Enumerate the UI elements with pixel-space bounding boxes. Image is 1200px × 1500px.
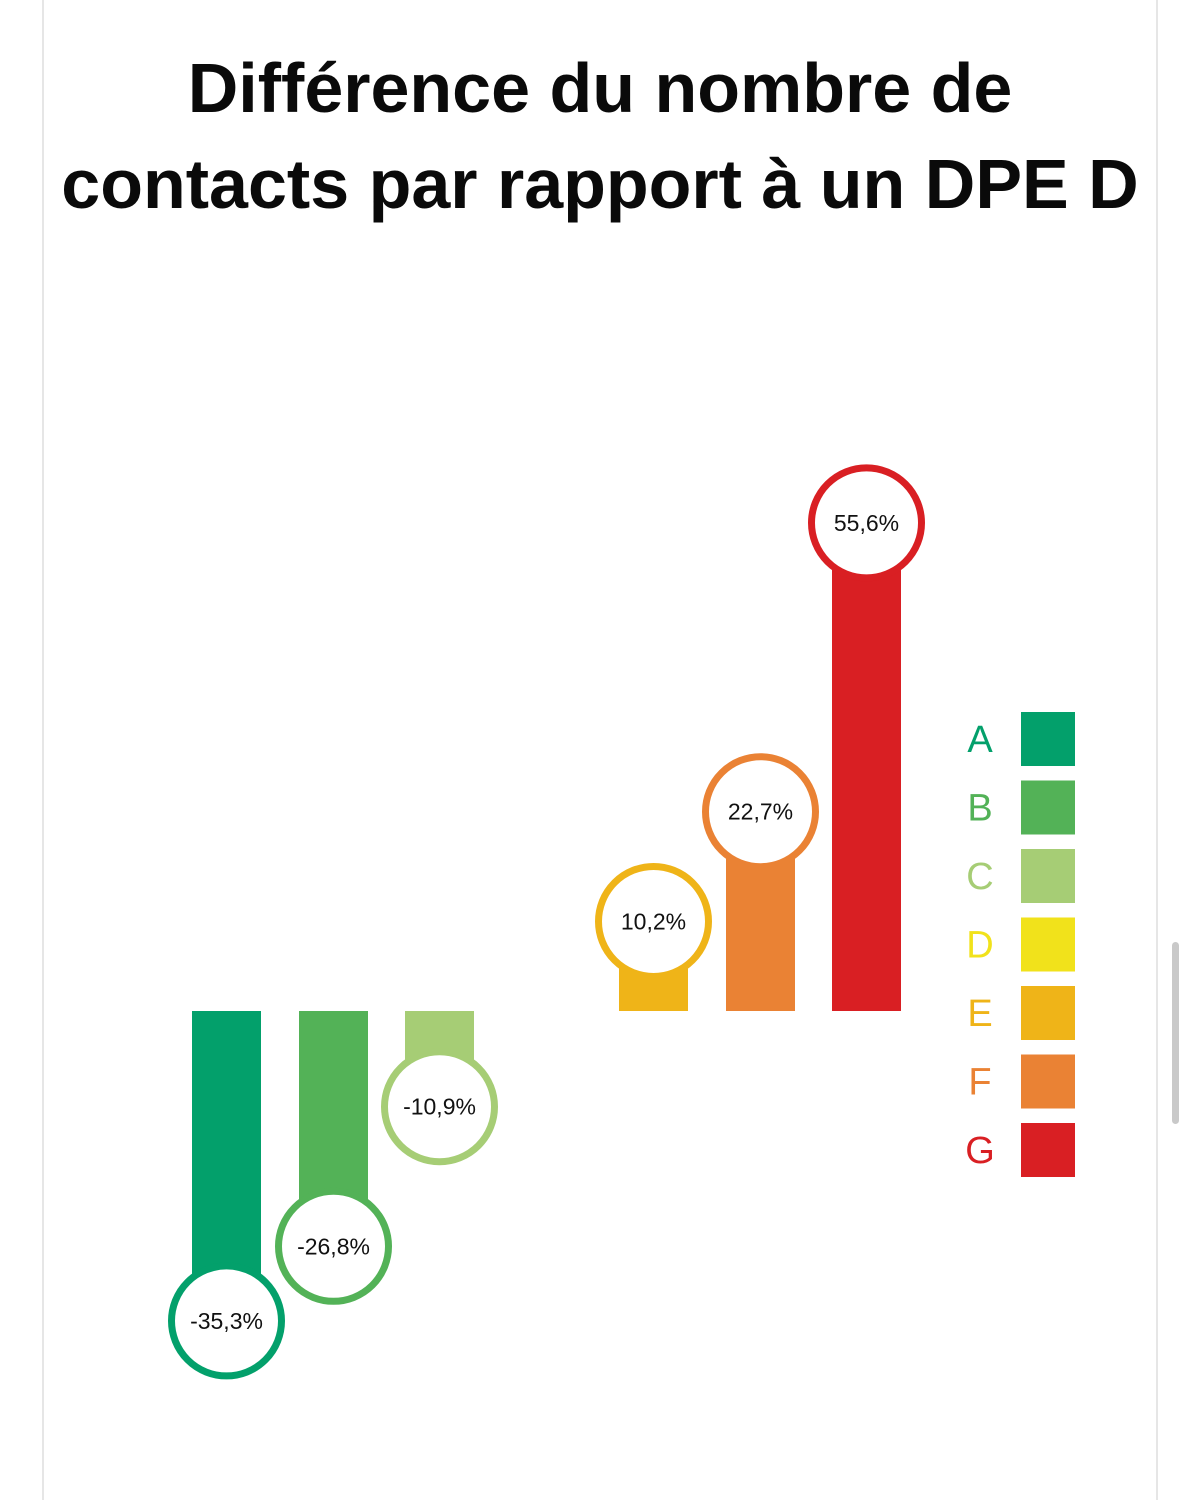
bar-end-circle-c: [381, 1048, 498, 1166]
bar-end-circle-b: [275, 1187, 392, 1305]
page-border-right: [1156, 0, 1158, 1500]
data-label-c: -10,9%: [403, 1094, 476, 1120]
legend-label-c: C: [966, 856, 993, 898]
legend-swatch-e: [1021, 986, 1075, 1040]
legend-label-d: D: [966, 925, 993, 967]
legend-swatch-c: [1021, 849, 1075, 903]
bar-end-circle-f: [702, 753, 819, 871]
bar-end-circle-a: [168, 1262, 285, 1380]
legend-label-b: B: [967, 788, 992, 830]
legend-label-a: A: [967, 719, 993, 761]
legend-label-f: F: [968, 1062, 991, 1104]
bar-end-circle-g: [808, 464, 925, 582]
data-label-a: -35,3%: [190, 1308, 263, 1334]
data-label-e: 10,2%: [621, 908, 686, 934]
chart-title: Différence du nombre de contacts par rap…: [61, 49, 1139, 223]
legend-swatch-a: [1021, 712, 1075, 766]
legend-swatch-f: [1021, 1054, 1075, 1109]
legend-swatch-d: [1021, 917, 1075, 972]
bar-g: [832, 522, 901, 1011]
scrollbar[interactable]: [1172, 942, 1179, 1124]
legend-label-e: E: [967, 993, 992, 1035]
legend-label-g: G: [965, 1130, 995, 1172]
data-label-b: -26,8%: [297, 1233, 370, 1259]
data-label-f: 22,7%: [728, 799, 793, 825]
page-border-left: [42, 0, 44, 1500]
legend-swatch-b: [1021, 780, 1075, 835]
data-label-g: 55,6%: [834, 510, 899, 536]
legend-swatch-g: [1021, 1123, 1075, 1177]
bar-end-circle-e: [595, 862, 712, 980]
